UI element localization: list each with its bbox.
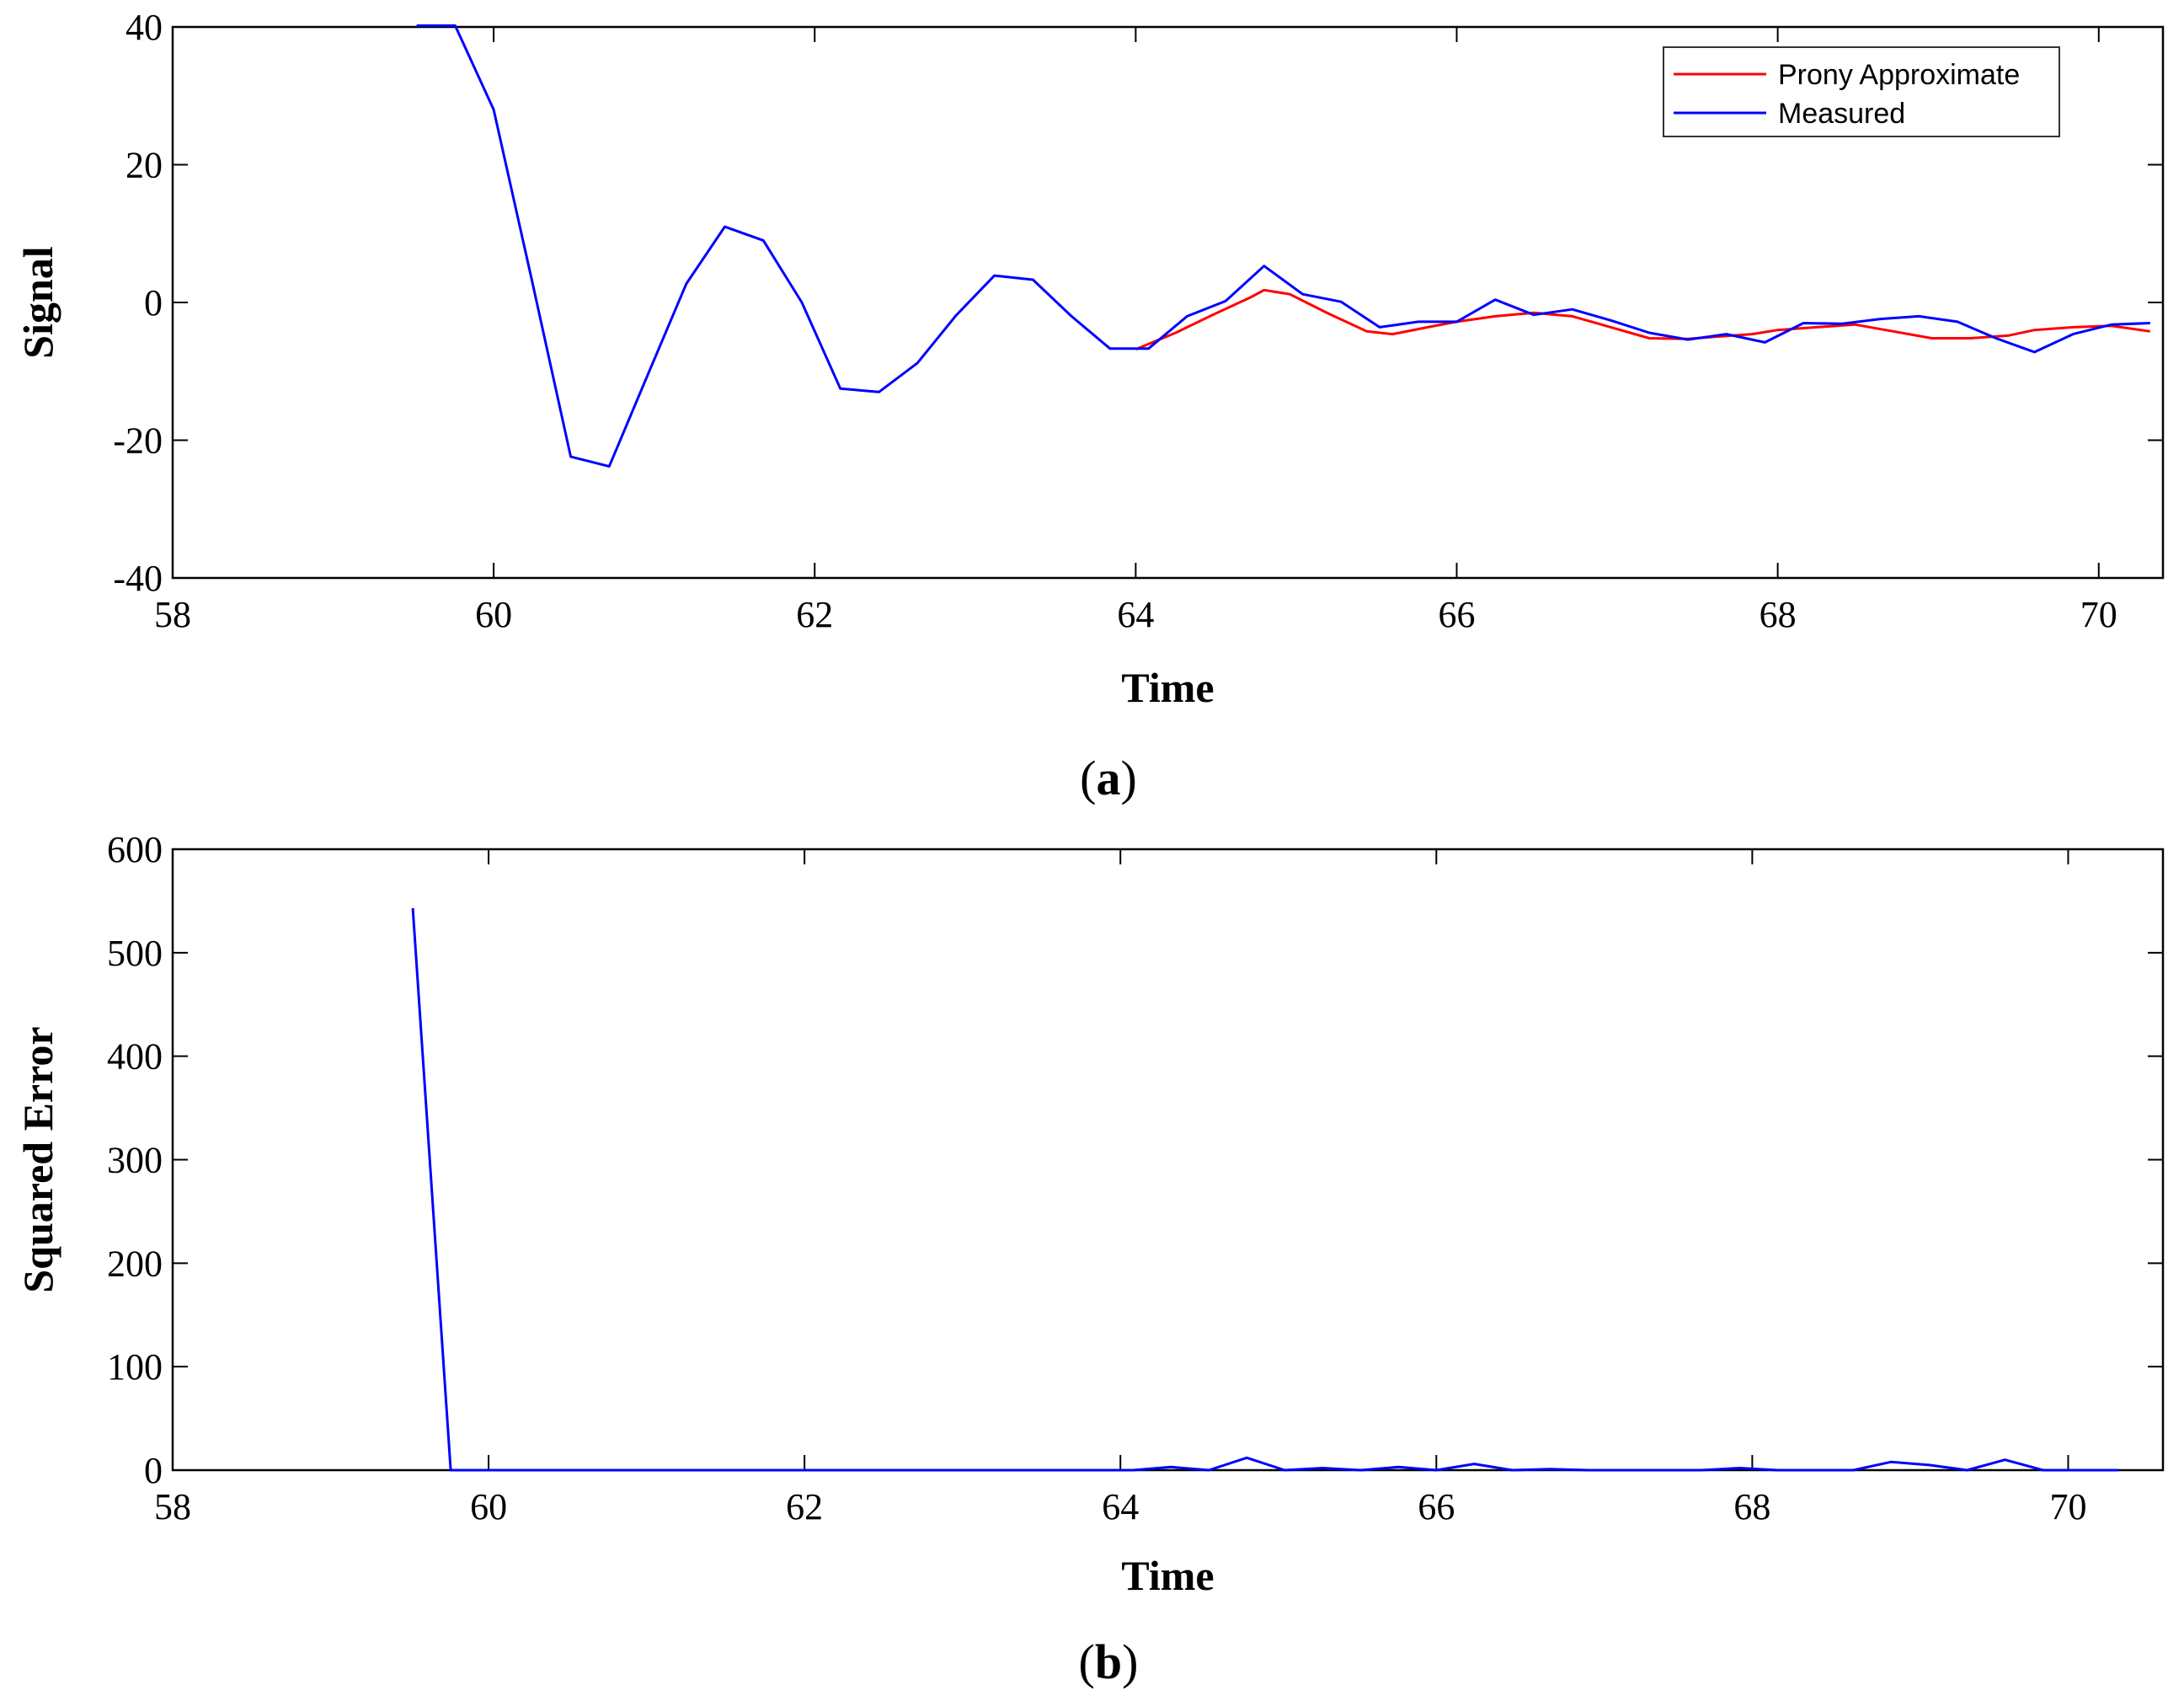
series-line-measured bbox=[416, 24, 2150, 468]
y-tick-label: 300 bbox=[107, 1140, 163, 1181]
y-tick-label: 400 bbox=[107, 1036, 163, 1078]
series-line-series-0 bbox=[411, 907, 2119, 1472]
y-axis-label: Signal bbox=[14, 246, 61, 359]
y-tick-label: 600 bbox=[107, 829, 163, 870]
caption-letter: a bbox=[1097, 751, 1121, 805]
caption-open-paren: ( bbox=[1080, 751, 1096, 805]
legend-entry-label: Measured bbox=[1778, 98, 1905, 130]
y-tick-label: 100 bbox=[107, 1346, 163, 1388]
caption-letter: b bbox=[1095, 1634, 1122, 1689]
x-tick-label: 60 bbox=[470, 1486, 507, 1527]
x-tick-label: 66 bbox=[1418, 1486, 1455, 1527]
y-tick-label: -20 bbox=[113, 420, 163, 462]
x-tick-label: 60 bbox=[475, 594, 512, 635]
y-tick-label: -40 bbox=[113, 558, 163, 599]
plot-frame bbox=[171, 848, 2165, 1472]
x-axis-label: Time bbox=[1121, 664, 1214, 711]
x-tick-label: 64 bbox=[1102, 1486, 1139, 1527]
x-tick-label: 70 bbox=[2049, 1486, 2086, 1527]
x-tick-label: 66 bbox=[1439, 594, 1476, 635]
legend: Prony Approximate Measured bbox=[1663, 46, 2060, 137]
x-tick-label: 62 bbox=[796, 594, 833, 635]
x-tick-label: 70 bbox=[2080, 594, 2117, 635]
x-tick-label: 64 bbox=[1117, 594, 1154, 635]
y-tick-label: 0 bbox=[144, 282, 163, 324]
series-line-prony-approximate bbox=[1135, 288, 2151, 350]
legend-entry-label: Prony Approximate bbox=[1778, 59, 2020, 91]
caption-close-paren: ) bbox=[1122, 1634, 1138, 1689]
panel-a-caption: (a) bbox=[1080, 751, 1137, 805]
x-tick-label: 58 bbox=[154, 1486, 191, 1527]
x-tick-label: 62 bbox=[786, 1486, 823, 1527]
x-tick-label: 58 bbox=[154, 594, 191, 635]
y-tick-label: 200 bbox=[107, 1243, 163, 1284]
x-axis-label: Time bbox=[1121, 1552, 1214, 1599]
y-tick-label: 20 bbox=[125, 145, 163, 186]
caption-open-paren: ( bbox=[1079, 1634, 1095, 1689]
legend-box bbox=[1663, 46, 2060, 137]
caption-close-paren: ) bbox=[1121, 751, 1137, 805]
x-tick-label: 68 bbox=[1733, 1486, 1770, 1527]
x-tick-label: 68 bbox=[1759, 594, 1797, 635]
chart-panel-a: 58 60 62 64 66 68 70 -40 -20 0 20 40 Time Signal Prony… bbox=[14, 7, 2165, 711]
y-axis-label: Squared Error bbox=[14, 1026, 61, 1292]
y-tick-label: 0 bbox=[144, 1450, 163, 1491]
y-tick-label: 40 bbox=[125, 7, 163, 48]
panel-b-caption: (b) bbox=[1079, 1634, 1139, 1689]
y-tick-label: 500 bbox=[107, 933, 163, 974]
chart-panel-b: 58 60 62 64 66 68 70 0 100 200 300 400 500 600 Time Squ… bbox=[14, 829, 2165, 1599]
